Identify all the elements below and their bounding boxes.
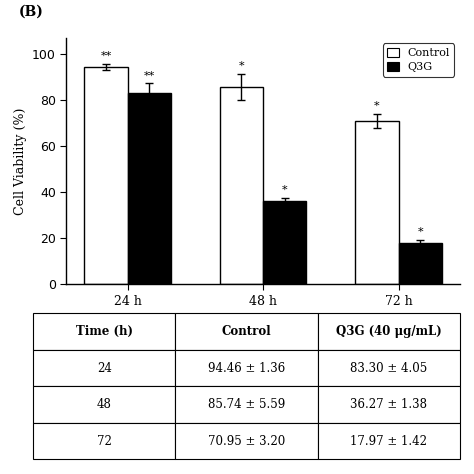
Bar	[128, 92, 171, 284]
Text: **: **	[100, 51, 111, 61]
Legend: Control, Q3G: Control, Q3G	[383, 44, 454, 77]
Bar	[220, 87, 263, 284]
Bar	[399, 243, 442, 284]
Text: *: *	[418, 227, 423, 237]
Bar	[263, 201, 306, 284]
X-axis label: Time: Time	[246, 313, 281, 327]
Text: *: *	[374, 101, 380, 111]
Text: *: *	[282, 185, 288, 195]
Bar	[84, 67, 128, 284]
Text: (B): (B)	[19, 4, 44, 18]
Bar	[355, 121, 399, 284]
Y-axis label: Cell Viability (%): Cell Viability (%)	[14, 108, 27, 215]
Text: *: *	[238, 61, 244, 71]
Text: **: **	[144, 71, 155, 81]
